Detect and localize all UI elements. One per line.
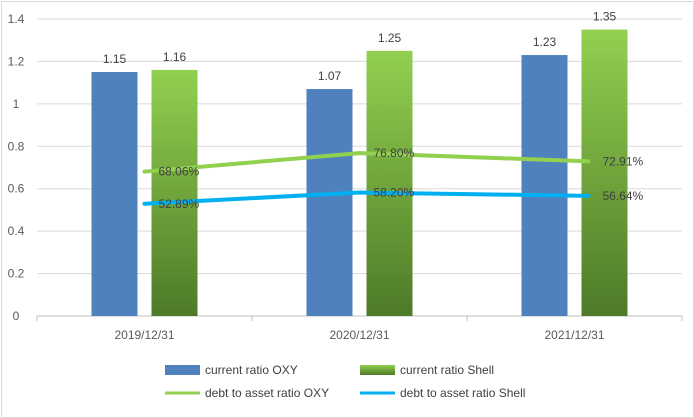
bar [366,50,413,316]
y-tick-label: 0.6 [8,182,25,196]
y-tick-label: 0.8 [8,139,25,153]
bar [306,89,353,316]
legend: current ratio OXY current ratio Shell debt… [165,363,525,400]
x-tick-label: 2021/12/31 [544,328,604,342]
legend-label: current ratio Shell [400,363,494,377]
bar-data-label: 1.16 [163,50,187,64]
bars [91,29,628,317]
legend-item: current ratio OXY [165,363,298,377]
legend-label: debt to asset ratio Shell [400,386,525,400]
axes: 0 0.2 0.4 0.6 0.8 1 1.2 1.4 2019/12/31 2020/12/31… [8,12,683,342]
series-line [142,151,591,174]
y-tick-label: 0.4 [8,224,25,238]
legend-swatch [360,365,395,375]
bar-data-label: 1.23 [533,35,557,49]
y-tick-label: 1 [13,97,20,111]
bar [151,69,198,317]
legend-swatch [165,365,200,375]
legend-item: debt to asset ratio Shell [360,386,525,400]
line-data-label: 68.06% [159,165,200,179]
line-data-label: 52.89% [159,197,200,211]
bar-data-label: 1.35 [593,10,617,24]
legend-label: current ratio OXY [205,363,298,377]
data-labels: 1.15 1.07 1.23 1.16 1.25 1.35 68.06% 76.80% 72.9… [103,10,644,211]
series-line [142,190,591,206]
legend-item: debt to asset ratio OXY [165,386,329,400]
x-tick-label: 2019/12/31 [114,328,174,342]
bar [91,72,138,317]
line-data-label: 58.20% [374,186,415,200]
legend-item: current ratio Shell [360,363,494,377]
bar-data-label: 1.07 [318,69,342,83]
y-tick-label: 0 [13,309,20,323]
y-tick-label: 0.2 [8,267,25,281]
gridlines [37,18,682,275]
line-data-label: 76.80% [374,146,415,160]
line-data-label: 72.91% [603,154,644,168]
y-tick-label: 1.2 [8,54,25,68]
line-data-label: 56.64% [603,189,644,203]
legend-label: debt to asset ratio OXY [205,386,329,400]
lines [142,151,591,206]
bar [521,55,568,317]
bar [581,29,628,316]
y-tick-label: 1.4 [8,12,25,26]
bar-data-label: 1.15 [103,52,127,66]
x-tick-label: 2020/12/31 [329,328,389,342]
bar-data-label: 1.25 [378,31,402,45]
